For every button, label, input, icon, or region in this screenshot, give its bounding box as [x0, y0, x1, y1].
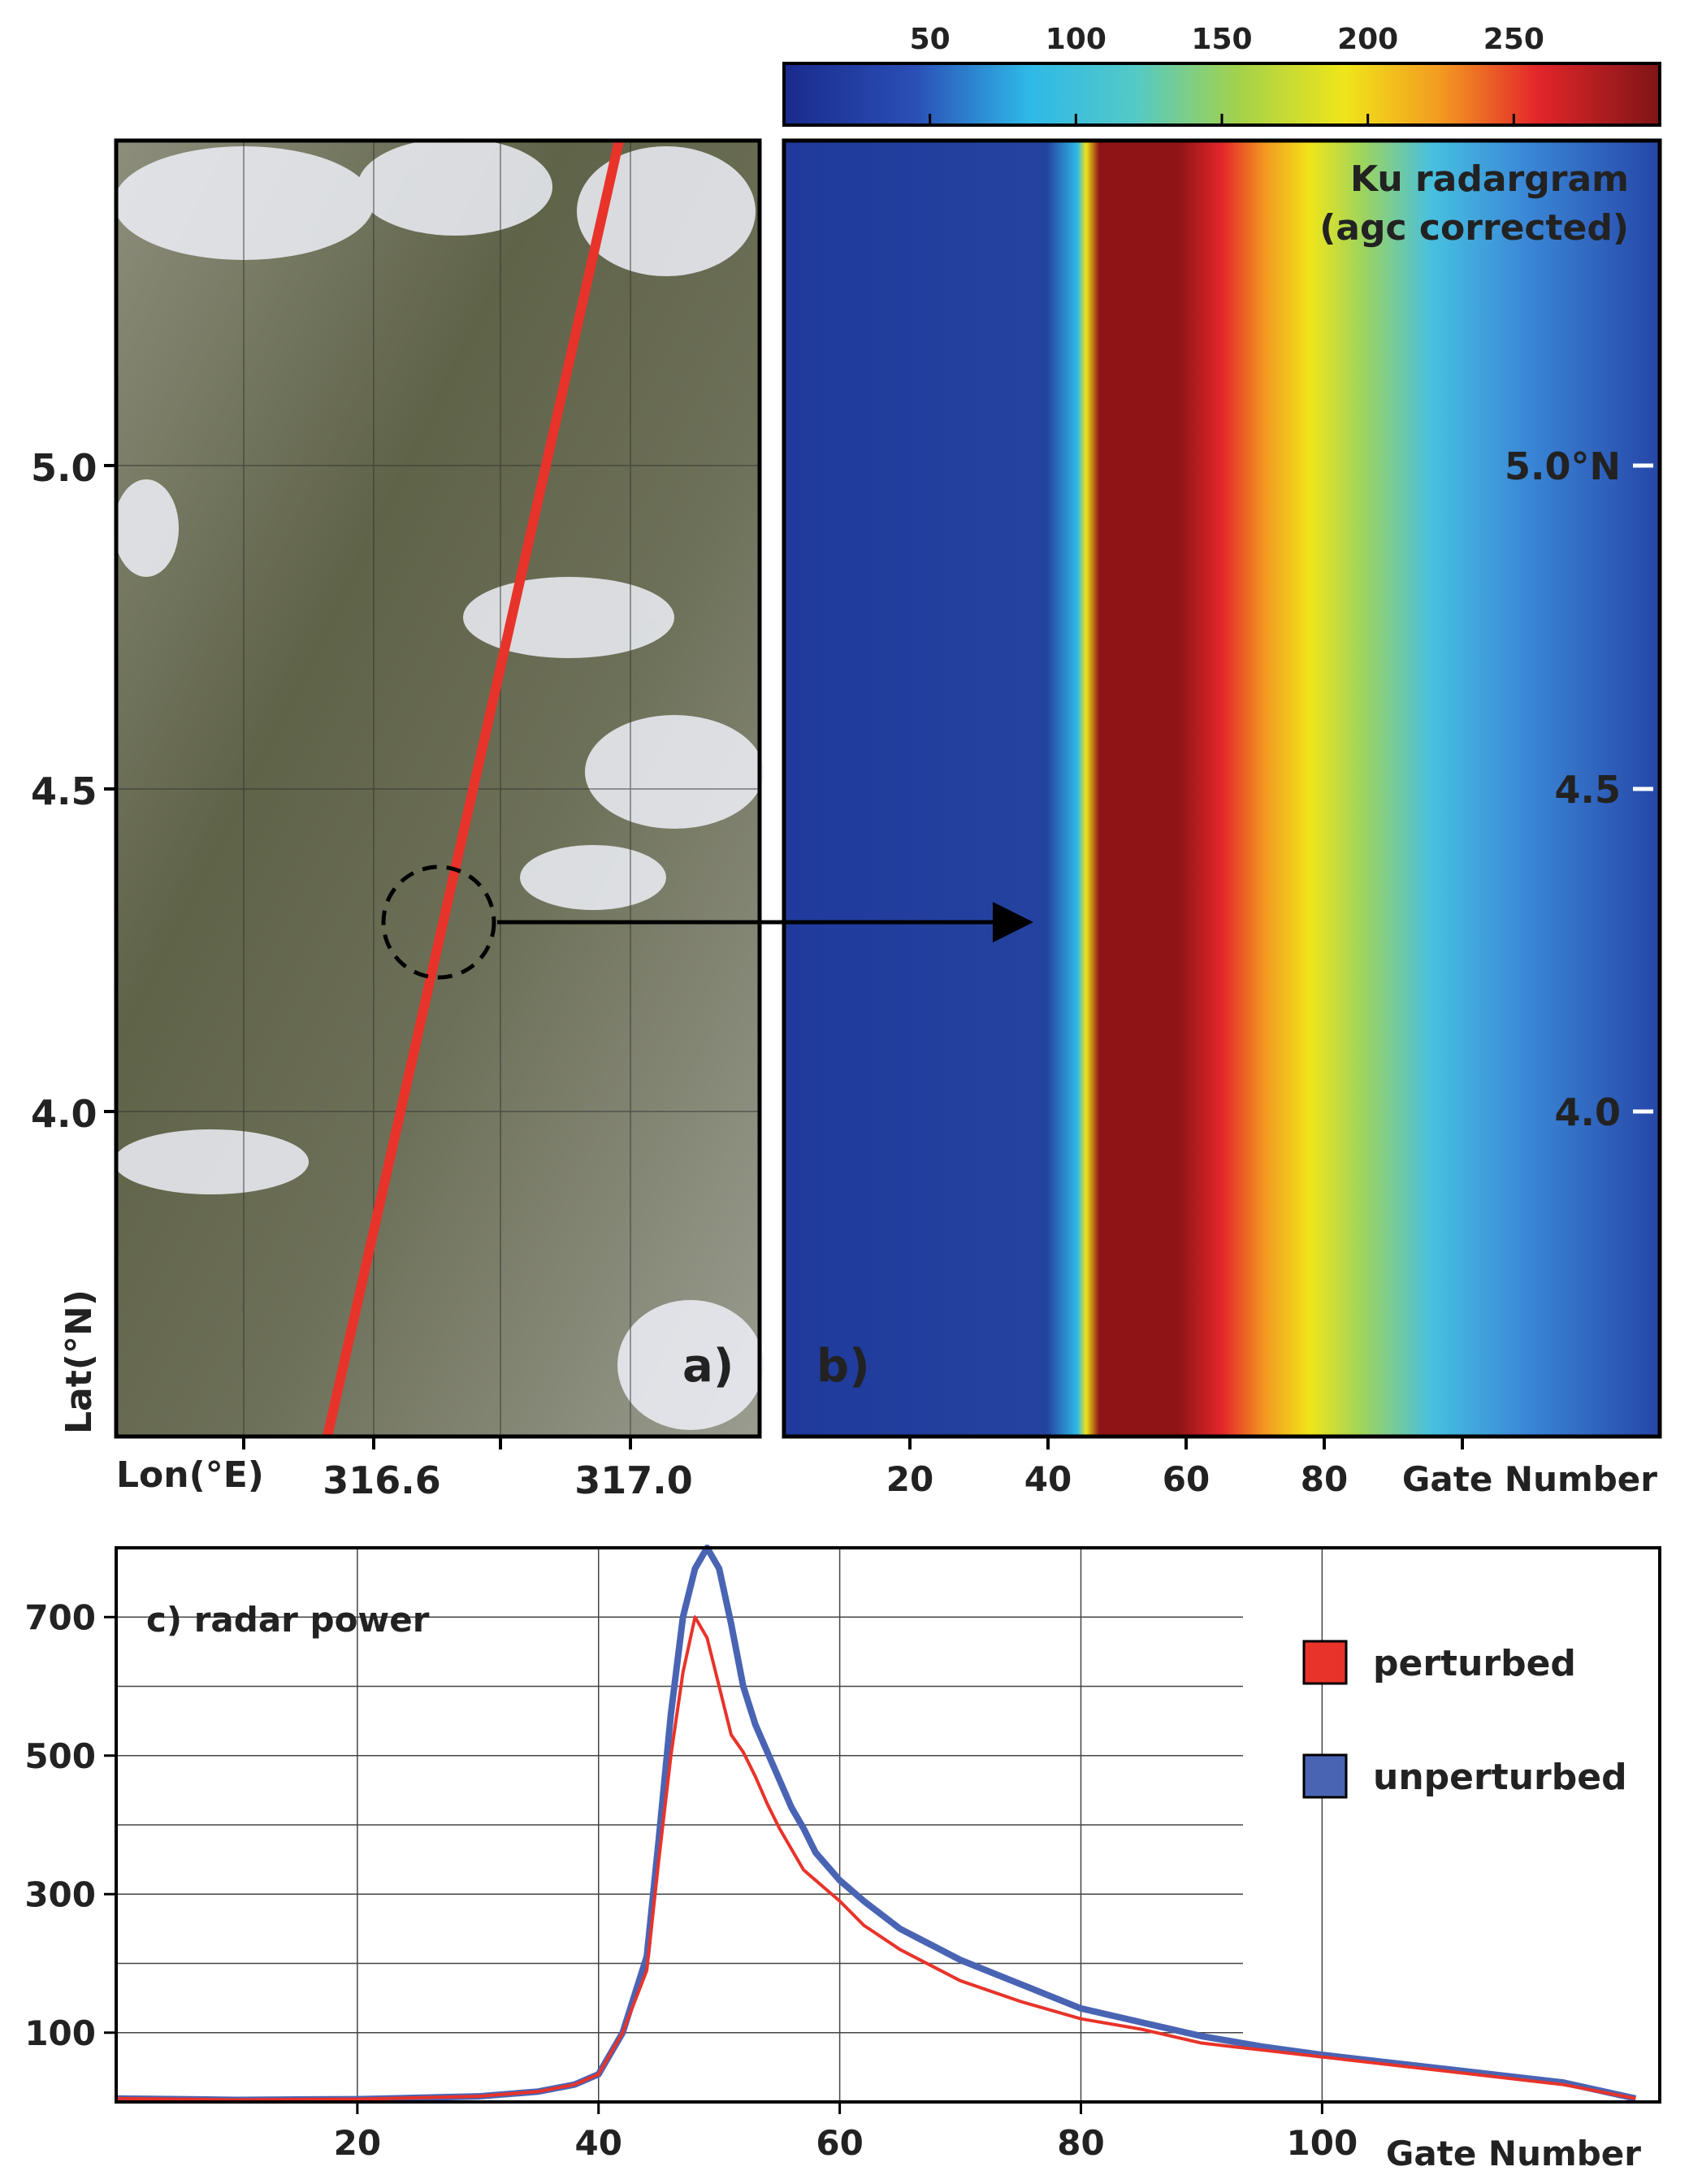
panel-b-lat-ticks	[1633, 463, 1653, 1114]
lat-tick-4: 4.0	[31, 1092, 97, 1136]
chart-x-tick-label: 40	[575, 2123, 622, 2163]
panel-b: Ku radargram (agc corrected) b) 5.0°N 4.…	[782, 138, 1662, 1439]
chart-y-ticks: 100 300 500 700	[24, 1597, 116, 2053]
colorbar-tick-label: 100	[1046, 23, 1107, 56]
chart-y-tick-label: 700	[24, 1597, 96, 1637]
chart-x-axis-label: Gate Number	[1386, 2134, 1641, 2173]
lon-tick-316-6: 316.6	[323, 1458, 441, 1502]
panel-c: c) radar power 100 300 500 700 20 40 60 80 100 …	[24, 1545, 1661, 2173]
chart-x-ticks: 20 40 60 80 100	[334, 2102, 1358, 2163]
panel-b-lat-5: 5.0°N	[1505, 444, 1621, 488]
cloud-patches	[114, 138, 764, 1430]
chart-y-tick-label: 500	[24, 1736, 96, 1776]
panel-b-label: b)	[816, 1340, 870, 1393]
gate-axis-label: Gate Number	[1402, 1459, 1657, 1499]
panel-b-gate-axis: 20 40 60 80 Gate Number	[886, 1436, 1657, 1499]
chart-x-tick-label: 80	[1057, 2123, 1104, 2163]
series-line-perturbed	[115, 1615, 1636, 2102]
lon-tick-317-0: 317.0	[574, 1458, 693, 1502]
gate-tick-60: 60	[1163, 1459, 1210, 1499]
lon-axis-label: Lon(°E)	[116, 1454, 264, 1496]
lat-axis-label: Lat(°N)	[58, 1289, 100, 1434]
chart-series	[115, 1545, 1637, 2104]
lat-tick-4-5: 4.5	[31, 769, 97, 813]
satellite-track	[323, 139, 624, 1438]
legend-label-unperturbed: unperturbed	[1373, 1757, 1627, 1798]
chart-legend: perturbed unperturbed	[1302, 1640, 1627, 1799]
gate-tick-20: 20	[886, 1459, 933, 1499]
chart-x-tick-label: 20	[334, 2123, 381, 2163]
colorbar-tick-label: 200	[1337, 23, 1398, 56]
panel-a-axes: 5.0 4.5 4.0 Lat(°N) Lon(°E) 316.6 317.0	[31, 446, 693, 1502]
panel-b-lat-4: 4.0	[1555, 1090, 1622, 1134]
gate-tick-80: 80	[1301, 1459, 1348, 1499]
radargram-title-2: (agc corrected)	[1319, 207, 1629, 249]
panel-a: a)	[114, 138, 764, 1439]
colorbar-tick-label: 50	[910, 23, 951, 56]
colorbar-ticks: 50 100 150 200 250	[910, 23, 1544, 125]
panel-b-lat-4-5: 4.5	[1555, 768, 1622, 812]
legend-swatch-perturbed	[1302, 1640, 1348, 1685]
radargram-title-1: Ku radargram	[1350, 158, 1629, 200]
colorbar-tick-label: 250	[1483, 23, 1544, 56]
grid-lines-a	[116, 141, 760, 1436]
legend-label-perturbed: perturbed	[1373, 1643, 1576, 1684]
gate-tick-40: 40	[1024, 1459, 1072, 1499]
chart-y-tick-label: 100	[24, 2013, 96, 2053]
legend-swatch-unperturbed	[1302, 1753, 1348, 1799]
chart-x-tick-label: 100	[1287, 2123, 1358, 2163]
perturbation-circle	[381, 864, 496, 980]
panel-a-label: a)	[682, 1340, 734, 1393]
colorbar-tick-label: 150	[1191, 23, 1252, 56]
lat-tick-5: 5.0	[31, 446, 97, 490]
colorbar: 50 100 150 200 250	[782, 23, 1661, 127]
chart-y-tick-label: 300	[24, 1874, 96, 1914]
chart-title: c) radar power	[146, 1600, 430, 1640]
chart-x-tick-label: 60	[816, 2123, 863, 2163]
